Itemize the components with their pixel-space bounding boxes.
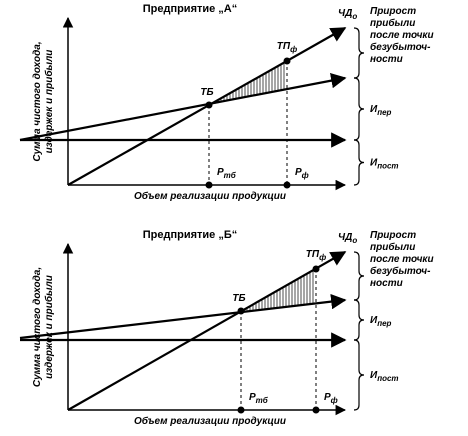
point xyxy=(283,181,291,189)
revenue-line-label-main: ЧД xyxy=(338,8,352,19)
profit-note: безубыточ- xyxy=(370,41,431,53)
fixed-costs-label-sub: пост xyxy=(377,162,398,171)
revenue-line-label-sub: о xyxy=(352,12,357,21)
variable-costs-label: Ипер xyxy=(370,315,392,328)
actual-point-label-main: ТП xyxy=(277,41,291,52)
revenue-line-label-main: ЧД xyxy=(338,232,352,243)
p-break-even-label: Pтб xyxy=(249,392,269,405)
variable-costs-label-sub: пер xyxy=(377,319,391,328)
panel: Предприятие „А“ Сумма чистого дохода, изде… xyxy=(19,3,434,202)
y-axis-label: Сумма чистого дохода, xyxy=(32,267,43,387)
point xyxy=(205,101,213,109)
p-break-even-label-sub: тб xyxy=(224,171,237,180)
profit-note: ности xyxy=(370,54,403,65)
fixed-costs-label: Ипост xyxy=(370,158,399,171)
p-break-even-label: Pтб xyxy=(217,167,237,180)
panel-title: Предприятие „А“ xyxy=(143,3,238,15)
point xyxy=(312,265,320,273)
point xyxy=(237,406,245,414)
fixed-costs-label-main: И xyxy=(370,158,378,169)
variable-costs-label-sub: пер xyxy=(377,108,391,117)
revenue-line xyxy=(67,251,347,411)
p-actual-label-sub: ф xyxy=(331,396,338,405)
y-axis-label: издержек и прибыли xyxy=(43,275,55,379)
variable-costs-label-main: И xyxy=(370,315,378,326)
p-break-even-label-main: P xyxy=(249,392,256,403)
fixed-costs-label: Ипост xyxy=(370,370,399,383)
variable-costs-label-main: И xyxy=(370,104,378,115)
cost-line xyxy=(19,73,347,142)
revenue-line-label: ЧДо xyxy=(338,232,357,245)
p-actual-label-sub: ф xyxy=(302,171,309,180)
actual-point-label: ТПф xyxy=(277,41,297,54)
actual-point-label-sub: ф xyxy=(319,253,326,262)
brace xyxy=(353,27,365,79)
panel: Предприятие „Б“ Сумма чистого дохода, изде… xyxy=(19,229,434,427)
profit-note: ности xyxy=(370,278,403,289)
profit-note: Прирост xyxy=(370,6,416,17)
profit-note: после точки xyxy=(370,30,434,41)
break-even-label: ТБ xyxy=(200,87,213,98)
p-break-even-label-sub: тб xyxy=(256,396,269,405)
profit-note: после точки xyxy=(370,254,434,265)
variable-costs-label: Ипер xyxy=(370,104,392,117)
profit-note: Прирост xyxy=(370,230,416,241)
profit-note: прибыли xyxy=(370,241,415,253)
panel-title: Предприятие „Б“ xyxy=(143,229,238,241)
x-axis-label: Объем реализации продукции xyxy=(134,190,286,202)
brace xyxy=(353,299,365,341)
point xyxy=(205,181,213,189)
x-axis-label: Объем реализации продукции xyxy=(134,415,286,427)
break-even-label: ТБ xyxy=(232,293,245,304)
brace xyxy=(353,251,365,301)
actual-point-label: ТПф xyxy=(306,249,326,262)
actual-point-label-main: ТП xyxy=(306,249,320,260)
profit-note: прибыли xyxy=(370,17,415,29)
fixed-costs-label-sub: пост xyxy=(377,374,398,383)
p-actual-label-main: P xyxy=(295,167,302,178)
p-actual-label: Pф xyxy=(324,392,338,405)
p-break-even-label-main: P xyxy=(217,167,224,178)
p-actual-label: Pф xyxy=(295,167,309,180)
revenue-line-label-sub: о xyxy=(352,236,357,245)
brace xyxy=(353,139,365,186)
cost-line xyxy=(19,293,347,340)
y-axis-label: издержек и прибыли xyxy=(43,50,55,154)
p-actual-label-main: P xyxy=(324,392,331,403)
actual-point-label-sub: ф xyxy=(290,45,297,54)
y-axis-label: Сумма чистого дохода, xyxy=(32,41,43,161)
revenue-line-label: ЧДо xyxy=(338,8,357,21)
profit-note: безубыточ- xyxy=(370,265,431,277)
point xyxy=(237,307,245,315)
point xyxy=(312,406,320,414)
brace xyxy=(353,339,365,411)
fixed-costs-label-main: И xyxy=(370,370,378,381)
brace xyxy=(353,77,365,141)
point xyxy=(283,57,291,65)
